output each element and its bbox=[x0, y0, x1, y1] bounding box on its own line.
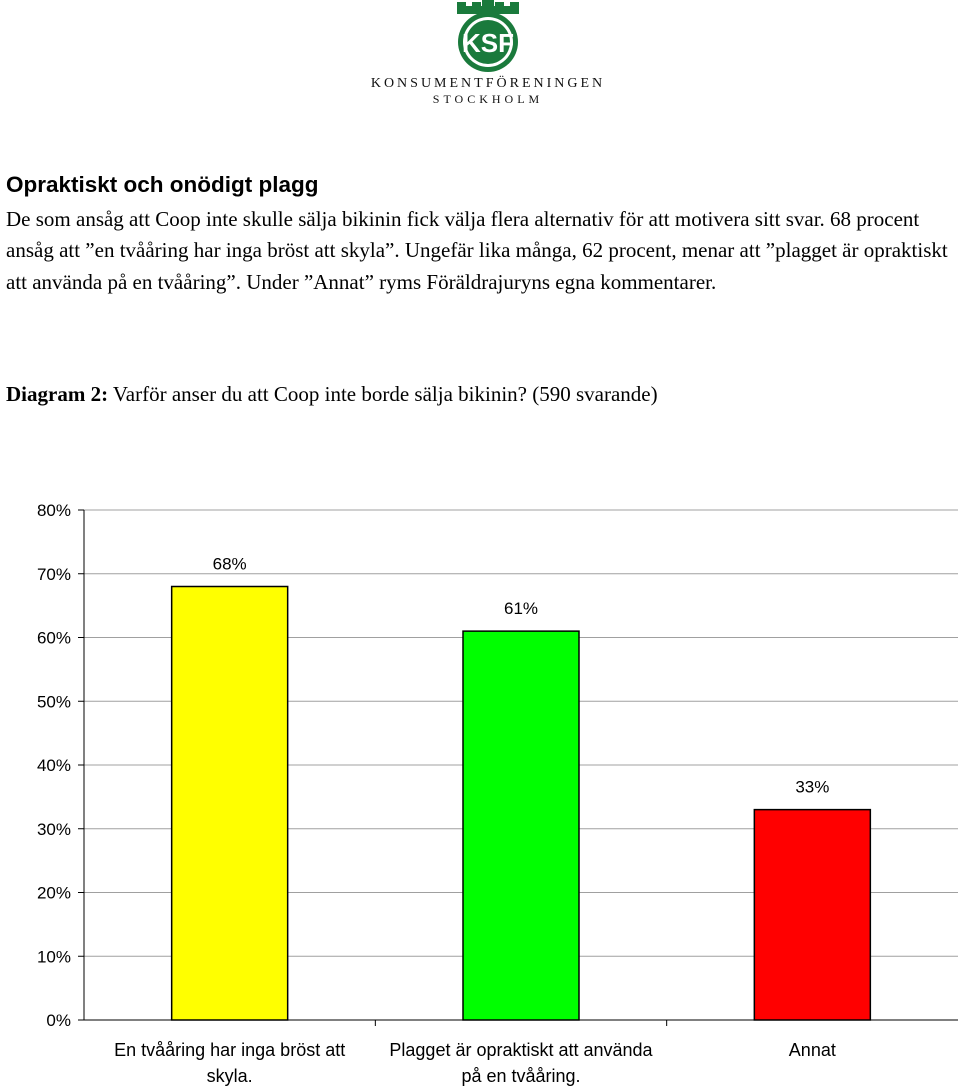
caption-label: Diagram 2: bbox=[6, 382, 109, 406]
bar-data-label: 61% bbox=[504, 599, 538, 618]
caption-text: Varför anser du att Coop inte borde sälj… bbox=[108, 382, 658, 406]
logo-name-line2: STOCKHOLM bbox=[432, 92, 544, 106]
bar bbox=[462, 630, 580, 1021]
y-tick-label: 10% bbox=[37, 947, 71, 966]
y-tick-label: 70% bbox=[37, 565, 71, 584]
ksf-logo: KSF KONSUMENTFÖRENINGEN STOCKHOLM bbox=[368, 0, 608, 110]
x-category-label: En tvååring har inga bröst att skyla. bbox=[114, 1040, 346, 1086]
logo-name-line1: KONSUMENTFÖRENINGEN bbox=[370, 76, 606, 91]
article-heading: Opraktiskt och onödigt plagg bbox=[6, 172, 319, 197]
bar-data-label: 33% bbox=[795, 778, 829, 797]
chart-caption: Diagram 2: Varför anser du att Coop inte… bbox=[6, 382, 658, 407]
article-paragraph: De som ansåg att Coop inte skulle sälja … bbox=[6, 207, 948, 294]
y-tick-label: 20% bbox=[37, 884, 71, 903]
y-tick-label: 0% bbox=[46, 1011, 71, 1030]
castle-seal-icon: KSF bbox=[457, 0, 519, 72]
y-tick-label: 50% bbox=[37, 692, 71, 711]
y-tick-label: 40% bbox=[37, 756, 71, 775]
y-tick-label: 60% bbox=[37, 629, 71, 648]
x-category-label: Plagget är opraktiskt att använda på en … bbox=[389, 1040, 653, 1086]
bar-data-label: 68% bbox=[213, 555, 247, 574]
x-category-label: Annat bbox=[788, 1040, 836, 1060]
y-tick-label: 30% bbox=[37, 820, 71, 839]
y-tick-label: 80% bbox=[37, 501, 71, 520]
bar bbox=[170, 585, 289, 1021]
logo-initials: KSF bbox=[462, 28, 514, 58]
bar bbox=[753, 808, 872, 1021]
